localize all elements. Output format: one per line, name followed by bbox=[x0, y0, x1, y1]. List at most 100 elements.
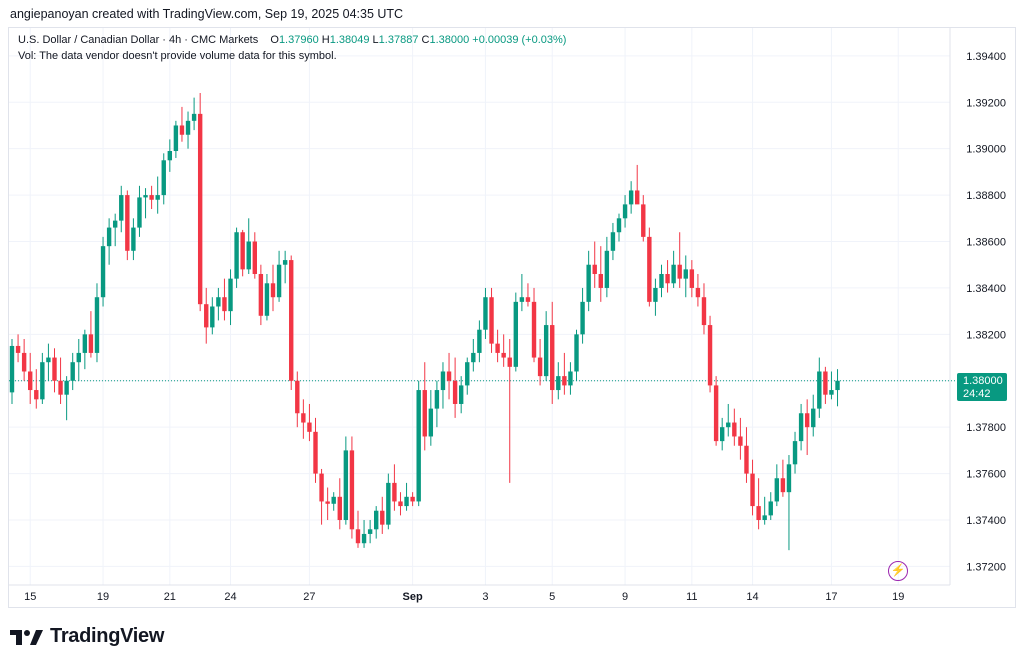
low-value: 1.37887 bbox=[378, 34, 419, 46]
candle-up bbox=[434, 390, 440, 409]
candle-up bbox=[628, 190, 634, 205]
candle-down bbox=[15, 345, 21, 353]
x-tick-label: 24 bbox=[224, 591, 236, 603]
candle-down bbox=[349, 450, 355, 530]
y-tick-label: 1.37400 bbox=[966, 515, 1006, 527]
x-tick-label: 21 bbox=[164, 591, 176, 603]
candle-up bbox=[46, 357, 51, 363]
candle-down bbox=[713, 385, 719, 442]
last-price-tag: 1.38000 24:42 bbox=[957, 372, 1007, 401]
x-tick-label: 5 bbox=[549, 591, 555, 603]
candle-down bbox=[88, 334, 94, 353]
candle-down bbox=[289, 260, 294, 381]
candle-down bbox=[270, 283, 276, 298]
y-tick-label: 1.38400 bbox=[966, 283, 1006, 295]
x-tick-label: 3 bbox=[482, 591, 488, 603]
candle-down bbox=[732, 422, 737, 437]
x-tick-label: 19 bbox=[97, 591, 109, 603]
candle-up bbox=[835, 380, 840, 391]
candle-down bbox=[125, 195, 130, 251]
candle-up bbox=[228, 278, 233, 312]
candle-up bbox=[404, 496, 409, 507]
candle-up bbox=[653, 287, 658, 302]
candle-up bbox=[604, 250, 610, 288]
candlestick-chart[interactable]: 1.39400 1.39200 1.39000 1.38800 1.38600 1.384… bbox=[0, 0, 1024, 610]
candle-up bbox=[483, 297, 488, 330]
x-tick-label: 14 bbox=[746, 591, 758, 603]
close-label: C bbox=[421, 34, 430, 46]
chart-frame bbox=[8, 27, 1016, 608]
candle-down bbox=[313, 431, 318, 474]
candle-down bbox=[804, 413, 810, 428]
candle-up bbox=[774, 478, 780, 502]
candle-down bbox=[507, 357, 512, 367]
brand[interactable]: TradingView bbox=[10, 625, 164, 648]
candle-down bbox=[392, 482, 397, 502]
candle-down bbox=[222, 297, 227, 312]
candle-down bbox=[550, 325, 555, 391]
y-tick-label: 1.38600 bbox=[966, 237, 1006, 249]
candle-down bbox=[665, 274, 670, 284]
x-tick-label: 15 bbox=[24, 591, 36, 603]
candle-up bbox=[671, 264, 676, 284]
candle-up bbox=[276, 264, 282, 298]
tradingview-logo-icon bbox=[10, 629, 43, 645]
candle-down bbox=[641, 204, 646, 237]
symbol-title[interactable]: U.S. Dollar / Canadian Dollar · 4h · CMC… bbox=[18, 34, 259, 46]
candle-down bbox=[34, 390, 39, 400]
candle-up bbox=[622, 204, 628, 219]
x-tick-label: 19 bbox=[892, 591, 904, 603]
candle-up bbox=[185, 120, 191, 135]
candle-up bbox=[173, 125, 179, 152]
candle-up bbox=[343, 450, 349, 521]
lightning-icon[interactable]: ⚡ bbox=[888, 561, 908, 581]
candle-up bbox=[82, 334, 88, 353]
candle-down bbox=[677, 264, 682, 279]
candle-down bbox=[28, 371, 33, 391]
candle-down bbox=[531, 301, 537, 358]
candle-up bbox=[119, 195, 124, 221]
candle-up bbox=[616, 218, 622, 233]
candle-up bbox=[9, 345, 15, 393]
candle-down bbox=[52, 357, 57, 381]
candle-up bbox=[374, 510, 379, 530]
y-tick-label: 1.39000 bbox=[966, 144, 1006, 156]
candle-up bbox=[811, 408, 816, 428]
candle-down bbox=[307, 422, 312, 432]
candle-down bbox=[489, 297, 494, 344]
candle-down bbox=[319, 473, 324, 502]
candle-up bbox=[161, 160, 166, 196]
candle-down bbox=[301, 413, 306, 423]
candle-up bbox=[458, 385, 464, 404]
candle-down bbox=[750, 473, 755, 507]
open-value: 1.37960 bbox=[278, 34, 319, 46]
x-tick-label: Sep bbox=[403, 591, 423, 603]
candle-up bbox=[191, 113, 197, 121]
candle-up bbox=[246, 241, 251, 270]
candle-down bbox=[337, 496, 342, 521]
candle-up bbox=[465, 362, 470, 386]
candle-up bbox=[112, 220, 118, 228]
candle-down bbox=[422, 390, 427, 437]
candle-up bbox=[726, 422, 731, 428]
candle-up bbox=[131, 227, 136, 251]
candle-up bbox=[155, 195, 160, 200]
candle-down bbox=[149, 195, 154, 200]
candle-down bbox=[501, 352, 506, 358]
low-label: L bbox=[372, 34, 379, 46]
chart-legend: U.S. Dollar / Canadian Dollar · 4h · CMC… bbox=[18, 34, 566, 46]
candle-up bbox=[543, 325, 549, 377]
change-value: +0.00039 (+0.03%) bbox=[472, 34, 567, 46]
candle-down bbox=[58, 380, 63, 395]
candle-up bbox=[471, 352, 476, 363]
candle-up bbox=[210, 306, 215, 328]
x-tick-label: 11 bbox=[686, 591, 697, 603]
x-tick-label: 27 bbox=[303, 591, 315, 603]
candle-up bbox=[143, 195, 148, 198]
candle-up bbox=[556, 376, 561, 391]
candle-down bbox=[598, 274, 603, 288]
candle-up bbox=[477, 329, 482, 353]
candle-up bbox=[216, 297, 221, 307]
candle-up bbox=[94, 297, 100, 353]
candle-down bbox=[525, 297, 531, 302]
